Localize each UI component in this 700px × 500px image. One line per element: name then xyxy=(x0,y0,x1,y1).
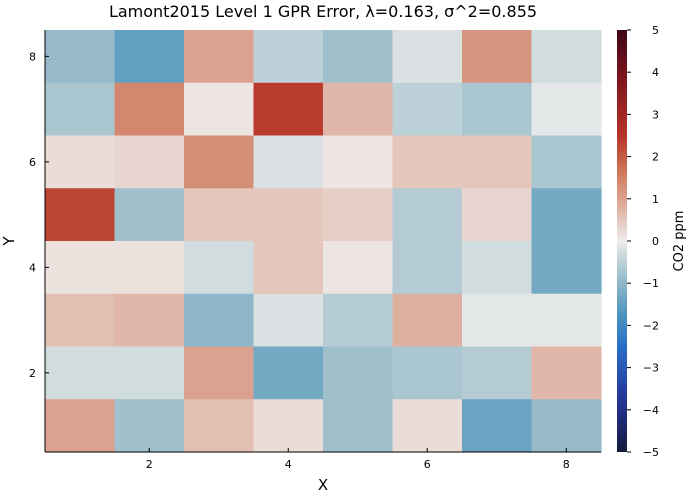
colorbar-tick-label: 0 xyxy=(652,235,659,248)
heatmap-cell xyxy=(45,399,116,453)
heatmap-cell xyxy=(392,346,463,400)
y-tick-label: 8 xyxy=(29,50,36,63)
heatmap-cell xyxy=(323,30,394,84)
y-tick-label: 4 xyxy=(29,261,36,274)
heatmap-cell xyxy=(323,399,394,453)
colorbar-tick-label: −5 xyxy=(643,446,659,459)
colorbar-tick-label: −2 xyxy=(643,319,659,332)
heatmap-cell xyxy=(253,346,324,400)
heatmap-cell xyxy=(392,82,463,137)
heatmap-cell xyxy=(531,399,602,453)
heatmap-cell xyxy=(184,188,255,242)
heatmap-cell xyxy=(462,241,533,295)
heatmap-cell xyxy=(462,399,533,453)
heatmap-cell xyxy=(392,241,463,295)
heatmap-cell xyxy=(323,82,394,137)
heatmap-cell xyxy=(253,30,324,84)
heatmap-cell xyxy=(45,346,116,400)
heatmap-cell xyxy=(45,135,116,189)
colorbar-tick-label: 4 xyxy=(652,66,659,79)
heatmap-cell xyxy=(323,293,394,348)
colorbar-tick-label: 5 xyxy=(652,24,659,37)
x-tick-label: 6 xyxy=(424,458,431,471)
heatmap-cell xyxy=(462,135,533,189)
colorbar-tick-label: 1 xyxy=(652,193,659,206)
colorbar-tick-label: −4 xyxy=(643,404,659,417)
heatmap-cell xyxy=(184,399,255,453)
y-axis-label: Y xyxy=(0,236,18,247)
heatmap-cell xyxy=(531,293,602,348)
colorbar-tick-label: 3 xyxy=(652,108,659,121)
heatmap-cell xyxy=(184,293,255,348)
heatmap-cell xyxy=(184,346,255,400)
heatmap-cell xyxy=(114,241,185,295)
heatmap-cell xyxy=(114,30,185,84)
heatmap-cell xyxy=(253,82,324,137)
heatmap-cell xyxy=(462,82,533,137)
heatmap-cell xyxy=(253,188,324,242)
heatmap-cell xyxy=(323,241,394,295)
plot-frame xyxy=(44,30,601,453)
heatmap-cell xyxy=(323,135,394,189)
x-tick-label: 8 xyxy=(563,458,570,471)
x-tick-label: 4 xyxy=(285,458,292,471)
heatmap-cell xyxy=(531,135,602,189)
y-ticks: 2 4 6 8 xyxy=(29,50,49,380)
colorbar-tick-label: 2 xyxy=(652,151,659,164)
colorbar xyxy=(617,30,627,452)
heatmap-cell xyxy=(392,188,463,242)
x-ticks: 2 4 6 8 xyxy=(146,448,570,471)
heatmap-cell xyxy=(253,241,324,295)
heatmap-cell xyxy=(114,346,185,400)
heatmap-cell xyxy=(392,293,463,348)
colorbar-ticks: −5 −4 −3 −2 −1 0 1 2 3 4 5 xyxy=(627,24,659,459)
x-axis-label: X xyxy=(318,476,328,494)
heatmap-cell xyxy=(45,293,116,348)
heatmap-cell xyxy=(184,241,255,295)
heatmap-cell xyxy=(531,188,602,242)
heatmap-cells xyxy=(45,30,602,453)
colorbar-label: CO2 ppm xyxy=(672,211,687,272)
heatmap-cell xyxy=(253,293,324,348)
x-tick-label: 2 xyxy=(146,458,153,471)
heatmap-cell xyxy=(462,188,533,242)
colorbar-tick-label: −3 xyxy=(643,362,659,375)
heatmap-cell xyxy=(45,30,116,84)
heatmap-cell xyxy=(462,346,533,400)
heatmap-cell xyxy=(323,346,394,400)
heatmap-cell xyxy=(531,30,602,84)
heatmap-cell xyxy=(531,346,602,400)
heatmap-cell xyxy=(462,30,533,84)
heatmap-cell xyxy=(45,82,116,137)
heatmap-cell xyxy=(114,188,185,242)
heatmap-cell xyxy=(114,399,185,453)
heatmap-cell xyxy=(253,399,324,453)
heatmap-cell xyxy=(462,293,533,348)
y-tick-label: 2 xyxy=(29,367,36,380)
heatmap-cell xyxy=(114,293,185,348)
heatmap-cell xyxy=(45,241,116,295)
heatmap-cell xyxy=(184,82,255,137)
heatmap-cell xyxy=(184,30,255,84)
colorbar-tick-label: −1 xyxy=(643,277,659,290)
heatmap-cell xyxy=(531,241,602,295)
heatmap-cell xyxy=(253,135,324,189)
heatmap-cell xyxy=(392,399,463,453)
chart-title: Lamont2015 Level 1 GPR Error, λ=0.163, σ… xyxy=(109,2,537,21)
heatmap-cell xyxy=(45,188,116,242)
heatmap-cell xyxy=(392,30,463,84)
heatmap-cell xyxy=(184,135,255,189)
heatmap-cell xyxy=(114,135,185,189)
heatmap-cell xyxy=(114,82,185,137)
heatmap-cell xyxy=(323,188,394,242)
heatmap-cell xyxy=(531,82,602,137)
heatmap-cell xyxy=(392,135,463,189)
y-tick-label: 6 xyxy=(29,156,36,169)
